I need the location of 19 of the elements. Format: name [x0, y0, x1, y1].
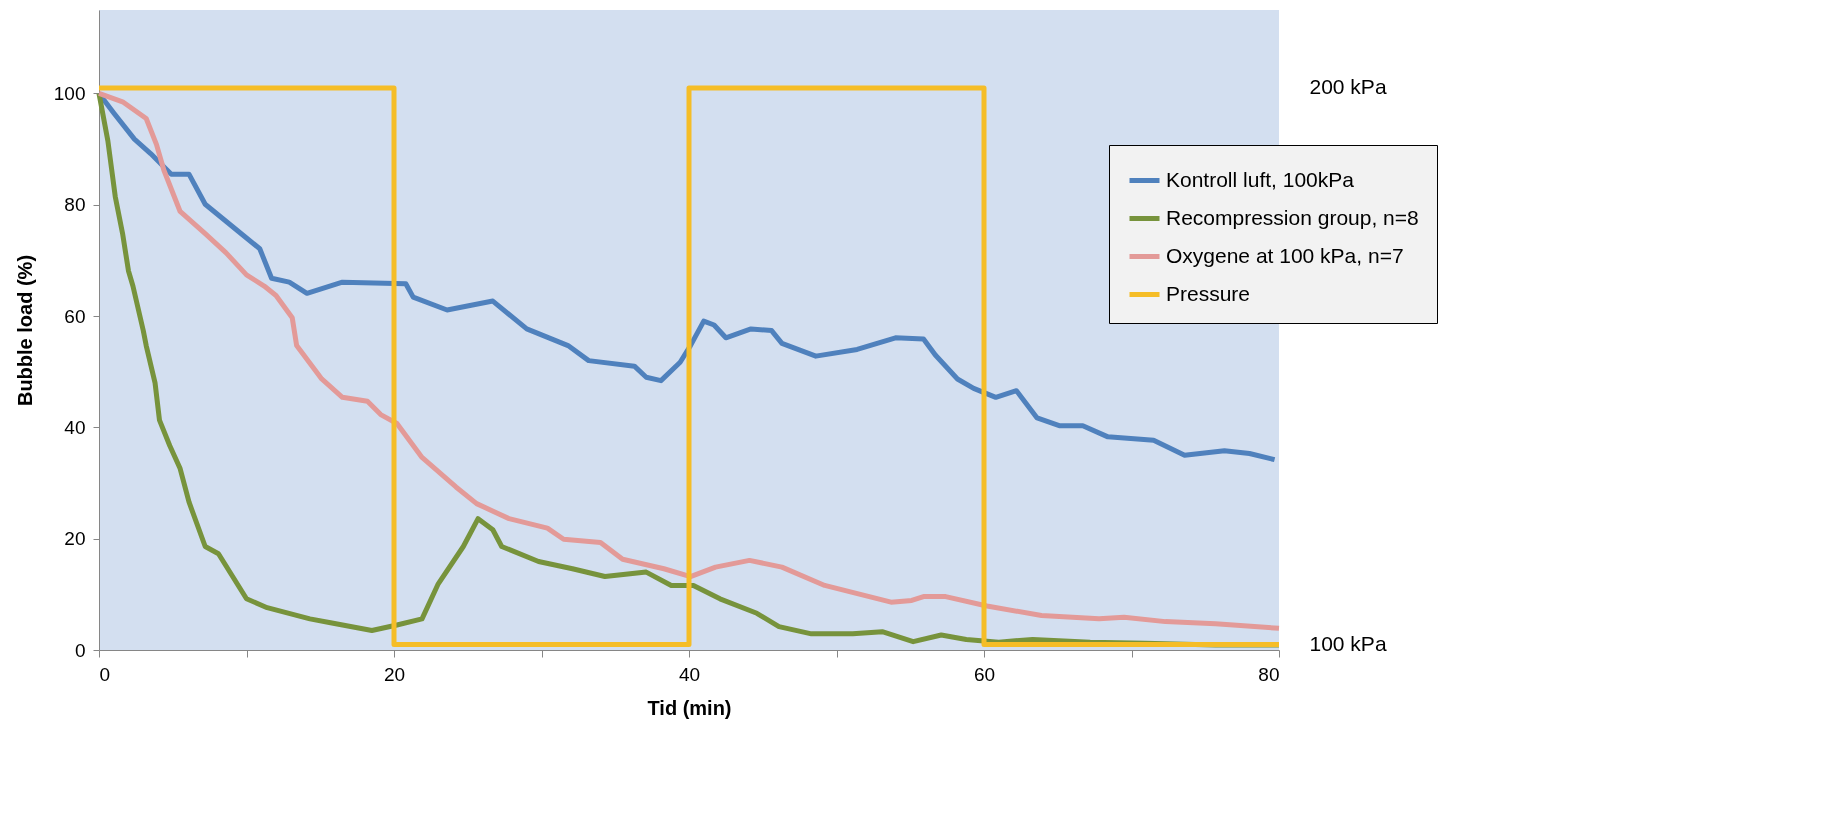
y-tick-label: 80 [64, 194, 86, 216]
x-tick-label: 0 [99, 663, 111, 685]
y-axis-title: Bubble load (%) [13, 254, 36, 407]
y-tick-label: 20 [64, 528, 86, 550]
legend-label: Kontroll luft, 100kPa [1166, 167, 1355, 191]
y-tick-label: 60 [64, 305, 86, 327]
legend-label: Pressure [1166, 281, 1251, 305]
x-tick-label: 80 [1258, 663, 1280, 685]
y-tick-label: 100 [53, 82, 86, 104]
legend-label: Recompression group, n=8 [1166, 205, 1419, 229]
x-tick-label: 40 [678, 663, 701, 685]
x-tick-label: 20 [383, 663, 406, 685]
y-tick-label: 40 [64, 416, 86, 438]
y-tick-label: 0 [74, 639, 86, 661]
legend-label: Oxygene at 100 kPa, n=7 [1166, 243, 1404, 267]
x-axis-title: Tid (min) [647, 696, 732, 719]
x-tick-label: 60 [973, 663, 996, 685]
y2-tick-label: 200 kPa [1309, 75, 1387, 99]
y2-tick-label: 100 kPa [1309, 631, 1387, 655]
